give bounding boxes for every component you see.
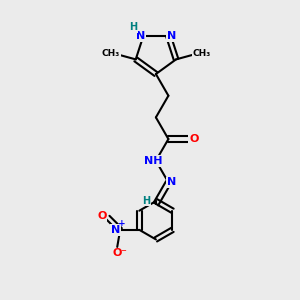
Text: O: O: [97, 211, 106, 221]
Text: N: N: [136, 31, 145, 41]
Text: NH: NH: [144, 156, 162, 166]
Text: ⁻: ⁻: [120, 248, 126, 258]
Text: N: N: [167, 31, 176, 41]
Text: N: N: [111, 225, 120, 235]
Text: N: N: [167, 177, 176, 188]
Text: H: H: [142, 196, 151, 206]
Text: H: H: [129, 22, 137, 32]
Text: CH₃: CH₃: [102, 49, 120, 58]
Text: CH₃: CH₃: [193, 49, 211, 58]
Text: O: O: [189, 134, 199, 144]
Text: +: +: [118, 220, 125, 229]
Text: O: O: [112, 248, 122, 258]
